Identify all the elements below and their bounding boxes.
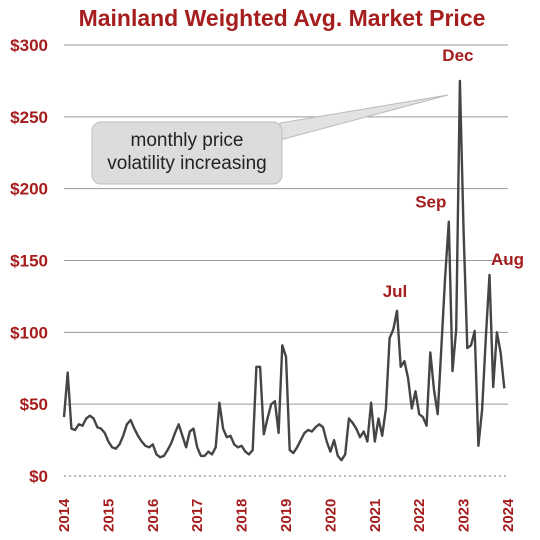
peak-label: Dec [442, 46, 473, 65]
x-tick-label: 2017 [189, 499, 206, 532]
callout-text: monthly price [131, 130, 244, 151]
peak-label: Jul [383, 282, 408, 301]
callout-box [91, 121, 283, 185]
x-tick-label: 2018 [234, 499, 251, 532]
price-series-line [62, 79, 506, 462]
x-tick-label: 2014 [56, 498, 73, 532]
gridlines [64, 44, 508, 477]
y-tick-label: $250 [10, 108, 48, 127]
series-layer [62, 79, 506, 462]
x-tick-label: 2020 [322, 499, 339, 532]
x-tick-label: 2016 [145, 499, 162, 532]
y-tick-label: $150 [10, 252, 48, 271]
x-tick-label: 2021 [367, 499, 384, 532]
peak-annotations: Jul Sep Dec Aug [383, 46, 524, 301]
y-axis-ticks: $0 $50 $100 $150 $200 $250 $300 [10, 36, 48, 486]
y-tick-label: $100 [10, 323, 48, 342]
peak-label: Aug [491, 250, 524, 269]
x-axis-ticks: 2014 2015 2016 2017 2018 2019 2020 2021 2022 2023… [56, 498, 517, 532]
x-tick-label: 2022 [411, 499, 428, 532]
y-tick-label: $300 [10, 36, 48, 55]
y-tick-label: $0 [29, 467, 48, 486]
x-tick-label: 2024 [500, 498, 517, 532]
callout-text: volatility increasing [107, 153, 266, 174]
chart-title: Mainland Weighted Avg. Market Price [79, 5, 486, 31]
x-tick-label: 2023 [456, 499, 473, 532]
x-tick-label: 2019 [278, 499, 295, 532]
y-tick-label: $50 [20, 395, 48, 414]
callout-pointer [279, 94, 449, 141]
peak-label: Sep [415, 193, 446, 212]
y-tick-label: $200 [10, 180, 48, 199]
x-tick-label: 2015 [100, 499, 117, 532]
